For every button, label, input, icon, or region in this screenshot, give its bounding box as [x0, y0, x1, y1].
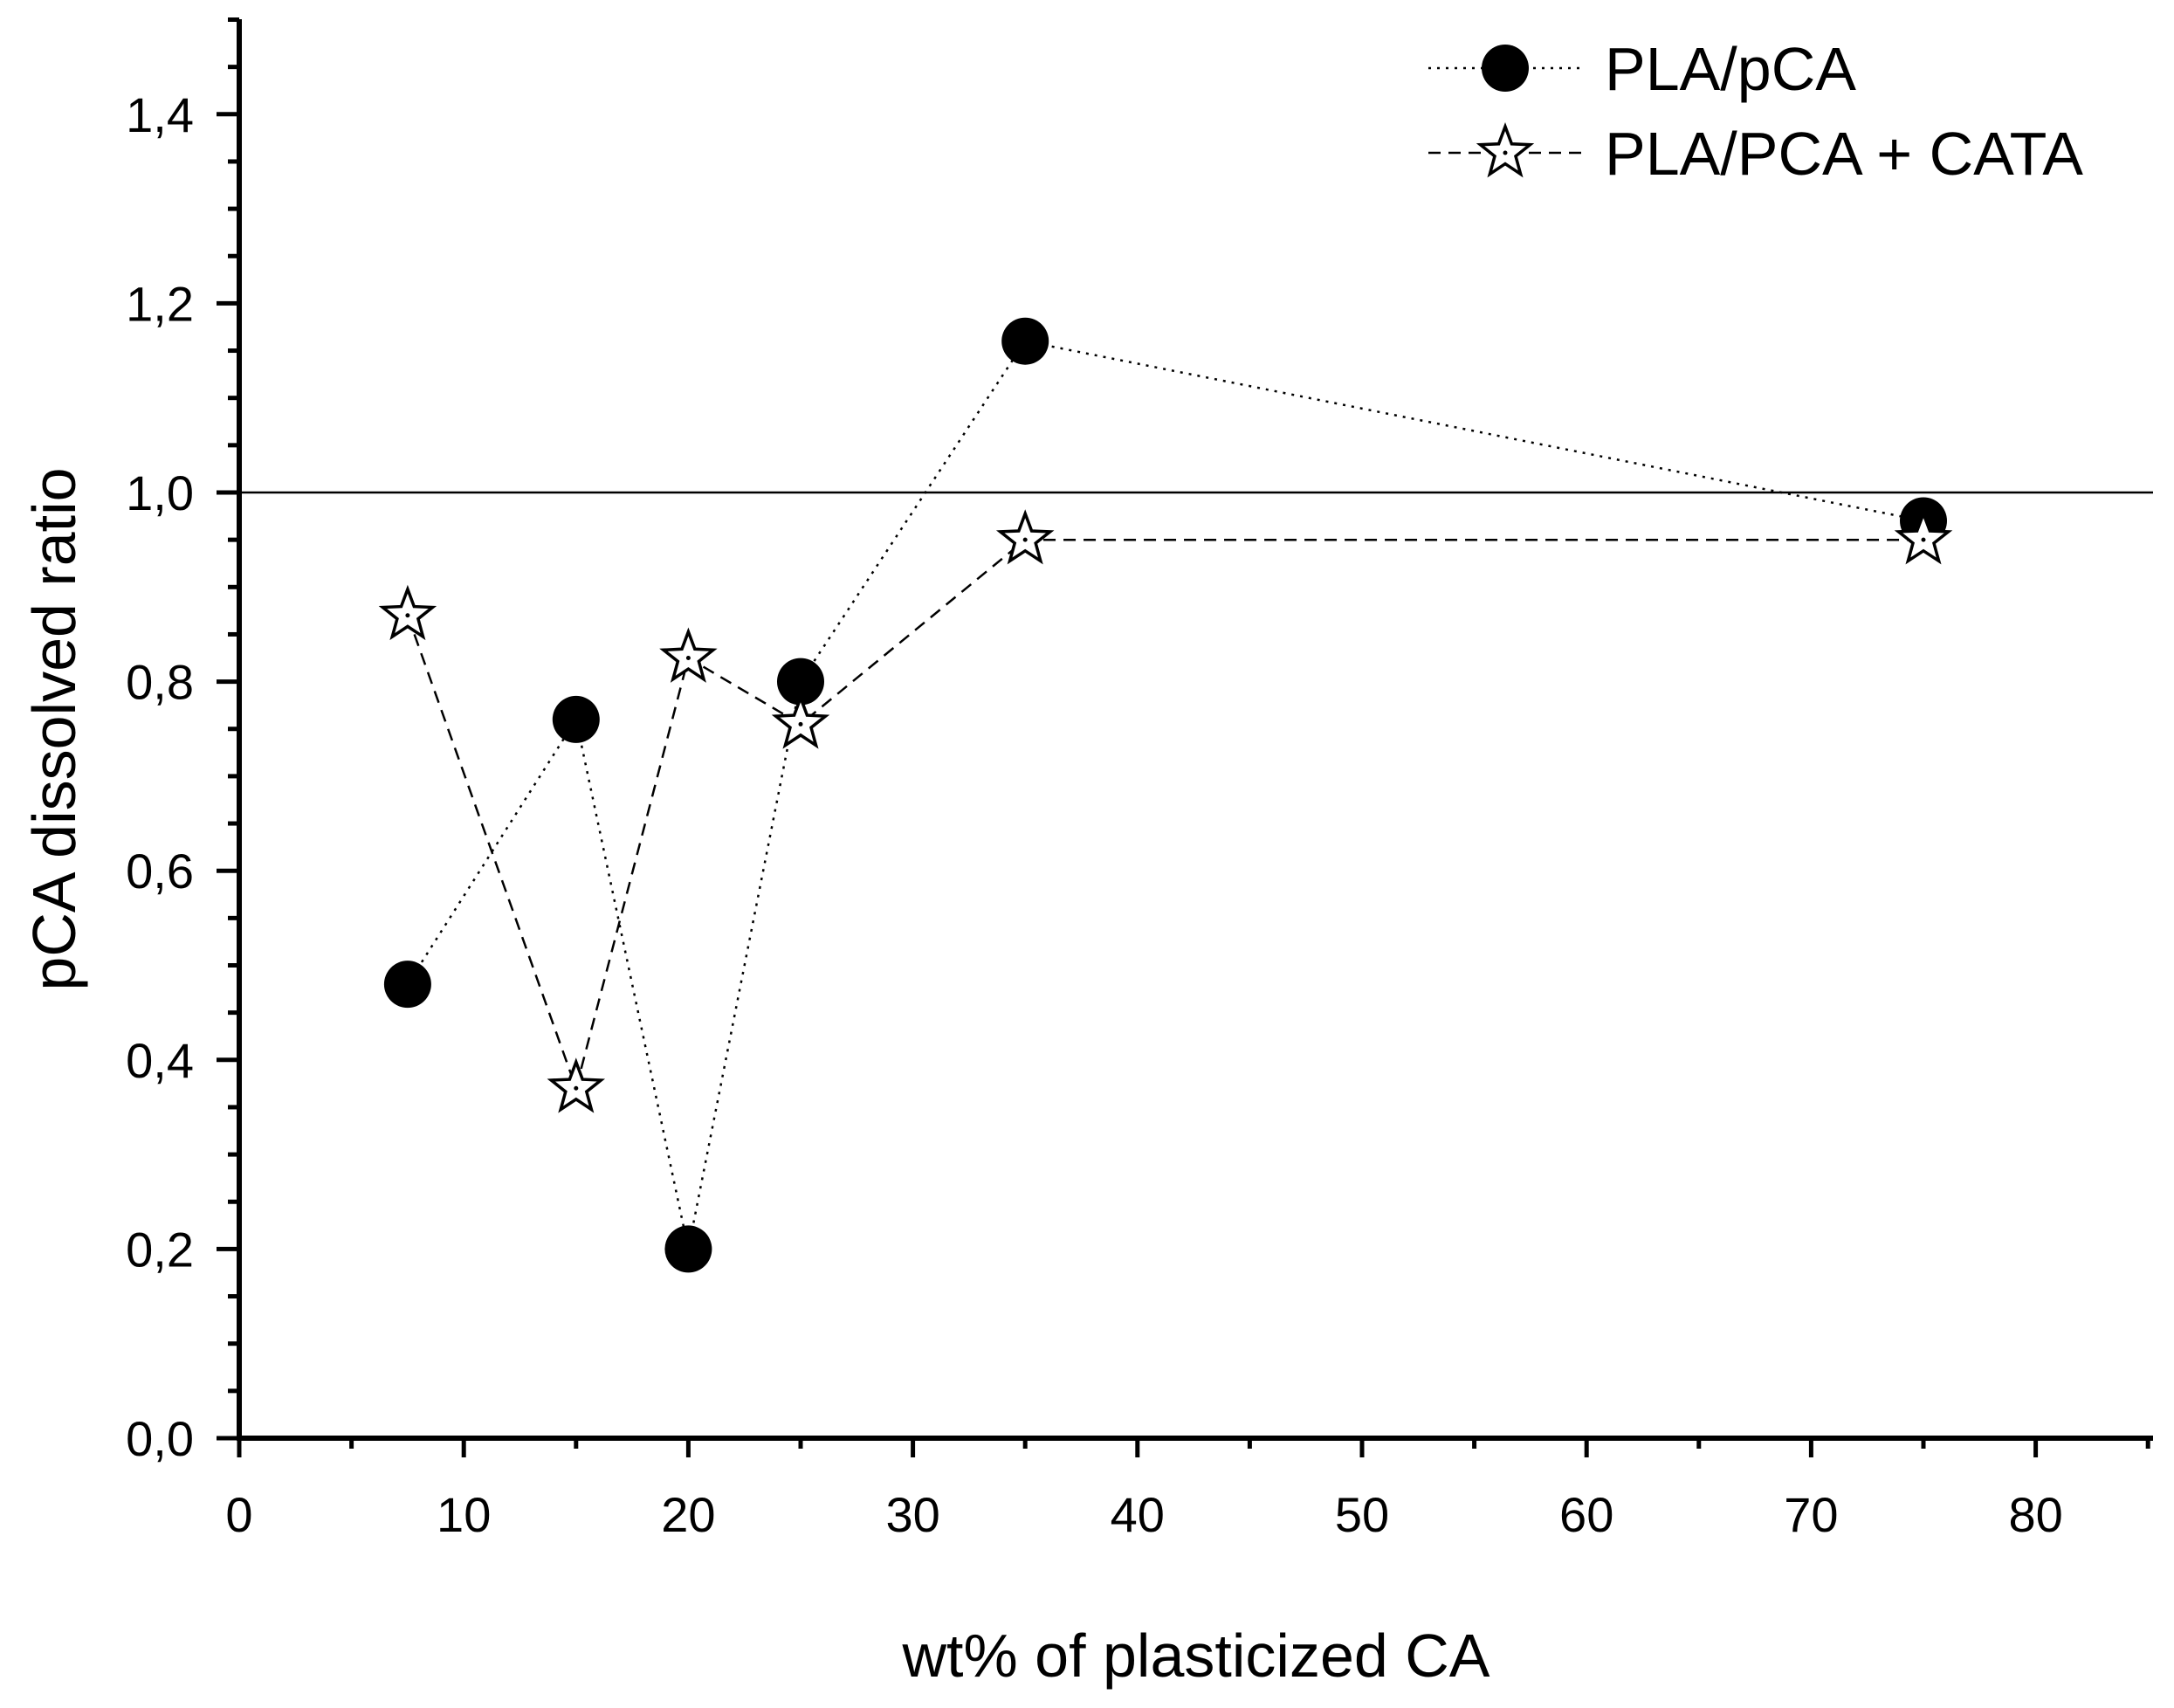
x-tick-label: 0 — [225, 1487, 252, 1542]
y-tick-label: 0,2 — [126, 1222, 194, 1277]
legend-label-pla-pca: PLA/pCA — [1605, 35, 1856, 103]
x-tick-label: 70 — [1784, 1487, 1838, 1542]
data-point-pla-pca-cata — [378, 584, 437, 641]
data-point-pla-pca-cata — [771, 693, 830, 749]
axes — [237, 19, 2153, 1441]
legend-marker-shape — [1482, 45, 1529, 92]
data-point-pla-pca-cata — [547, 1057, 606, 1113]
legend-marker-shape — [1476, 122, 1535, 178]
legend-label-pla-pca-cata: PLA/PCA + CATA — [1605, 120, 2083, 188]
legend-marker-pla-pca — [1482, 45, 1529, 92]
data-point-pla-pca — [1001, 317, 1049, 365]
x-tick-label: 50 — [1335, 1487, 1389, 1542]
y-tick-label: 0,4 — [126, 1033, 194, 1088]
y-tick-label: 1,2 — [126, 276, 194, 331]
x-tick-label: 80 — [2008, 1487, 2062, 1542]
data-point-pla-pca — [383, 961, 431, 1009]
x-tick-label: 30 — [885, 1487, 939, 1542]
series-markers — [378, 317, 1953, 1273]
data-point-pla-pca-cata-dot — [574, 1085, 579, 1091]
x-axis-title: wt% of plasticized CA — [901, 1622, 1489, 1690]
data-point-pla-pca-cata-dot — [685, 656, 691, 661]
data-point-pla-pca-cata-dot — [798, 721, 803, 727]
y-tick-label: 0,8 — [126, 655, 194, 710]
legend: PLA/pCA PLA/PCA + CATA — [1428, 35, 2083, 188]
data-point-pla-pca-cata-dot — [405, 613, 410, 618]
y-axis-title: pCA dissolved ratio — [20, 467, 88, 990]
series-line-1 — [406, 538, 1923, 1092]
legend-marker-shape-dot — [1503, 150, 1508, 155]
y-tick-label: 1,4 — [126, 87, 194, 142]
y-tick-label: 0,6 — [126, 844, 194, 899]
data-point-pla-pca-cata — [1894, 509, 1953, 565]
x-tick-label: 10 — [437, 1487, 491, 1542]
data-point-pla-pca — [777, 658, 824, 706]
y-axis-ticks: 0,0 0,2 0,4 0,6 0,8 1,0 1,2 1,4 — [126, 17, 239, 1466]
data-point-pla-pca-cata — [659, 627, 718, 683]
data-point-pla-pca-cata-dot — [1022, 537, 1028, 542]
series-line-0 — [406, 340, 1924, 1250]
x-tick-label: 40 — [1111, 1487, 1165, 1542]
x-tick-label: 20 — [661, 1487, 715, 1542]
x-tick-label: 60 — [1559, 1487, 1613, 1542]
legend-marker-pla-pca-cata — [1476, 122, 1535, 178]
x-axis-ticks: 0 10 20 30 40 50 60 70 80 — [225, 1438, 2150, 1542]
data-point-pla-pca — [664, 1225, 712, 1273]
data-point-pla-pca-cata-dot — [1921, 537, 1926, 542]
series-lines — [406, 340, 1924, 1250]
data-point-pla-pca — [552, 695, 600, 743]
y-tick-label: 1,0 — [126, 465, 194, 520]
y-tick-label: 0,0 — [126, 1411, 194, 1466]
data-point-pla-pca-cata — [995, 509, 1055, 565]
